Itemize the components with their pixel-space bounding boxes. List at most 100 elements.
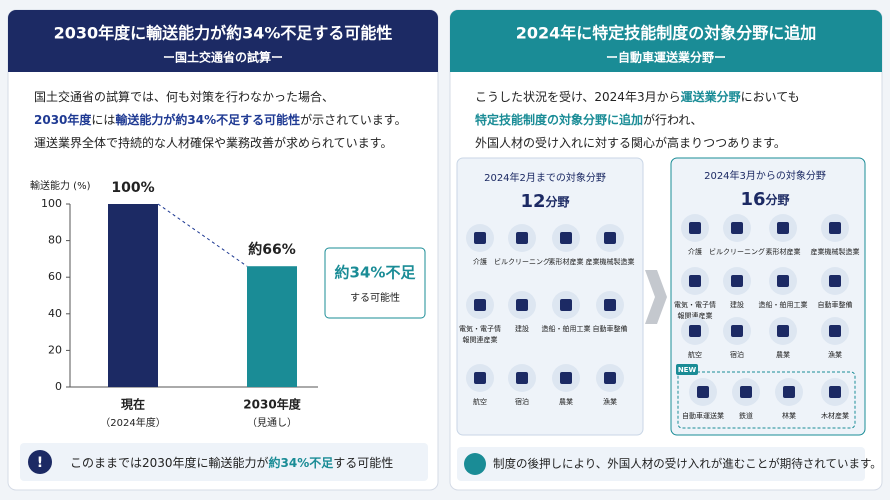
bar	[247, 266, 297, 387]
sector-label: 電気・電子情	[459, 324, 501, 333]
sector-label: ビルクリーニング	[709, 247, 765, 256]
sector-glyph	[604, 232, 616, 244]
before-box	[456, 157, 644, 436]
text-segment: が行われ、	[643, 112, 703, 127]
sector-glyph	[829, 275, 841, 287]
sector-glyph	[516, 299, 528, 311]
sector-glyph	[731, 222, 743, 234]
sector-glyph	[783, 386, 795, 398]
sector-label: 介護	[473, 257, 487, 266]
text-line: このままでは2030年度に輸送能力が約34%不足する可能性	[70, 455, 393, 470]
sector-label: 報関連産業	[463, 335, 498, 344]
sector-glyph	[777, 222, 789, 234]
callout-sub: する可能性	[350, 291, 400, 304]
sector-label: 漁業	[603, 397, 617, 406]
sector-label: ビルクリーニング	[494, 257, 550, 266]
sector-glyph	[829, 222, 841, 234]
people-icon	[464, 453, 486, 475]
x-tick-note: （見通し）	[247, 417, 297, 429]
sector-glyph	[560, 299, 572, 311]
emphasis: 運送業分野	[681, 89, 741, 104]
sector-glyph	[777, 325, 789, 337]
after-box	[670, 157, 866, 436]
alert-mark: !	[37, 455, 43, 471]
left-footer-box	[20, 443, 428, 481]
value-label: 約66%	[248, 241, 296, 258]
sector-glyph	[740, 386, 752, 398]
left-subtitle: ー国土交通省の試算ー	[163, 50, 283, 65]
sector-count: 12分野	[520, 191, 569, 212]
emphasis: 2030年度	[34, 112, 92, 127]
sector-glyph	[474, 232, 486, 244]
sector-label: 報関連産業	[678, 311, 713, 320]
sector-label: 自動車整備	[593, 324, 628, 333]
sector-label: 鉄道	[739, 411, 753, 420]
bar	[108, 204, 158, 387]
sector-label: 宿泊	[515, 397, 529, 406]
text-line: 国土交通省の試算では、何も対策を行わなかった場合、	[34, 89, 334, 104]
sector-label: 造船・舶用工業	[542, 324, 591, 333]
y-tick-label: 0	[55, 380, 62, 393]
arrow	[645, 270, 667, 324]
box-heading: 2024年2月までの対象分野	[484, 171, 606, 184]
y-axis-label: 輸送能力 (%)	[30, 179, 91, 192]
value-label: 100%	[111, 180, 154, 196]
y-tick-label: 80	[48, 234, 62, 247]
y-tick-label: 40	[48, 307, 62, 320]
sector-label: 宿泊	[730, 350, 744, 359]
sector-label: 農業	[776, 350, 790, 359]
sector-label: 建設	[730, 300, 744, 309]
text-segment: には	[91, 113, 115, 127]
text-line: 特定技能制度の対象分野に追加が行われ、	[475, 112, 703, 127]
sector-glyph	[697, 386, 709, 398]
left-header	[8, 10, 438, 72]
callout-box	[324, 247, 426, 319]
sector-label: 電気・電子情	[674, 300, 716, 309]
right-footer-box	[457, 447, 865, 481]
emphasis: 輸送能力が約34%不足する可能性	[115, 112, 300, 127]
sector-label: 産業機械製造業	[586, 257, 635, 266]
sector-glyph	[560, 372, 572, 384]
right-footer: 制度の後押しにより、外国人材の受け入れが進むことが期待されています。	[493, 457, 882, 471]
right-title: 2024年に特定技能制度の対象分野に追加	[516, 24, 817, 43]
sector-label: 素形材産業	[549, 257, 584, 266]
new-badge: NEW	[678, 366, 697, 374]
count-unit: 分野	[546, 194, 570, 209]
sector-glyph	[689, 222, 701, 234]
sector-glyph	[689, 325, 701, 337]
text-segment: 外国人材の受け入れに対する関心が高まりつつあります。	[475, 135, 786, 150]
x-tick-label: 2030年度	[243, 397, 301, 412]
sector-label: 産業機械製造業	[811, 247, 860, 256]
text-segment: このままでは2030年度に輸送能力が	[70, 455, 269, 470]
callout-main: 約34%不足	[335, 264, 417, 282]
text-line: 外国人材の受け入れに対する関心が高まりつつあります。	[475, 135, 786, 150]
sector-label: 介護	[688, 247, 702, 256]
new-badge-bg	[676, 364, 698, 375]
sector-glyph	[777, 275, 789, 287]
text-line: こうした状況を受け、2024年3月から運送業分野においても	[475, 89, 800, 104]
box-heading: 2024年3月からの対象分野	[704, 169, 826, 182]
right-subtitle: ー自動車運送業分野ー	[606, 50, 726, 65]
sector-glyph	[516, 372, 528, 384]
sector-label: 素形材産業	[766, 247, 801, 256]
count-unit: 分野	[766, 192, 790, 207]
alert-icon	[28, 450, 52, 474]
text-segment: が示されています。	[300, 112, 406, 127]
count-number: 16	[740, 189, 765, 210]
sector-glyph	[731, 275, 743, 287]
text-segment: 運送業界全体で持続的な人材確保や業務改善が求められています。	[34, 135, 392, 150]
y-tick-label: 100	[41, 197, 62, 210]
emphasis: 約34%不足	[269, 455, 334, 470]
text-segment: こうした状況を受け、2024年3月から	[475, 89, 681, 104]
sector-label: 自動車運送業	[682, 411, 724, 420]
right-header	[450, 10, 882, 72]
sector-glyph	[689, 275, 701, 287]
sector-label: 航空	[688, 350, 702, 359]
text-segment: する可能性	[333, 456, 393, 470]
sector-glyph	[604, 372, 616, 384]
sector-count: 16分野	[740, 189, 789, 210]
left-title: 2030年度に輸送能力が約34%不足する可能性	[54, 24, 393, 43]
text-line: 運送業界全体で持続的な人材確保や業務改善が求められています。	[34, 135, 392, 150]
sector-glyph	[560, 232, 572, 244]
